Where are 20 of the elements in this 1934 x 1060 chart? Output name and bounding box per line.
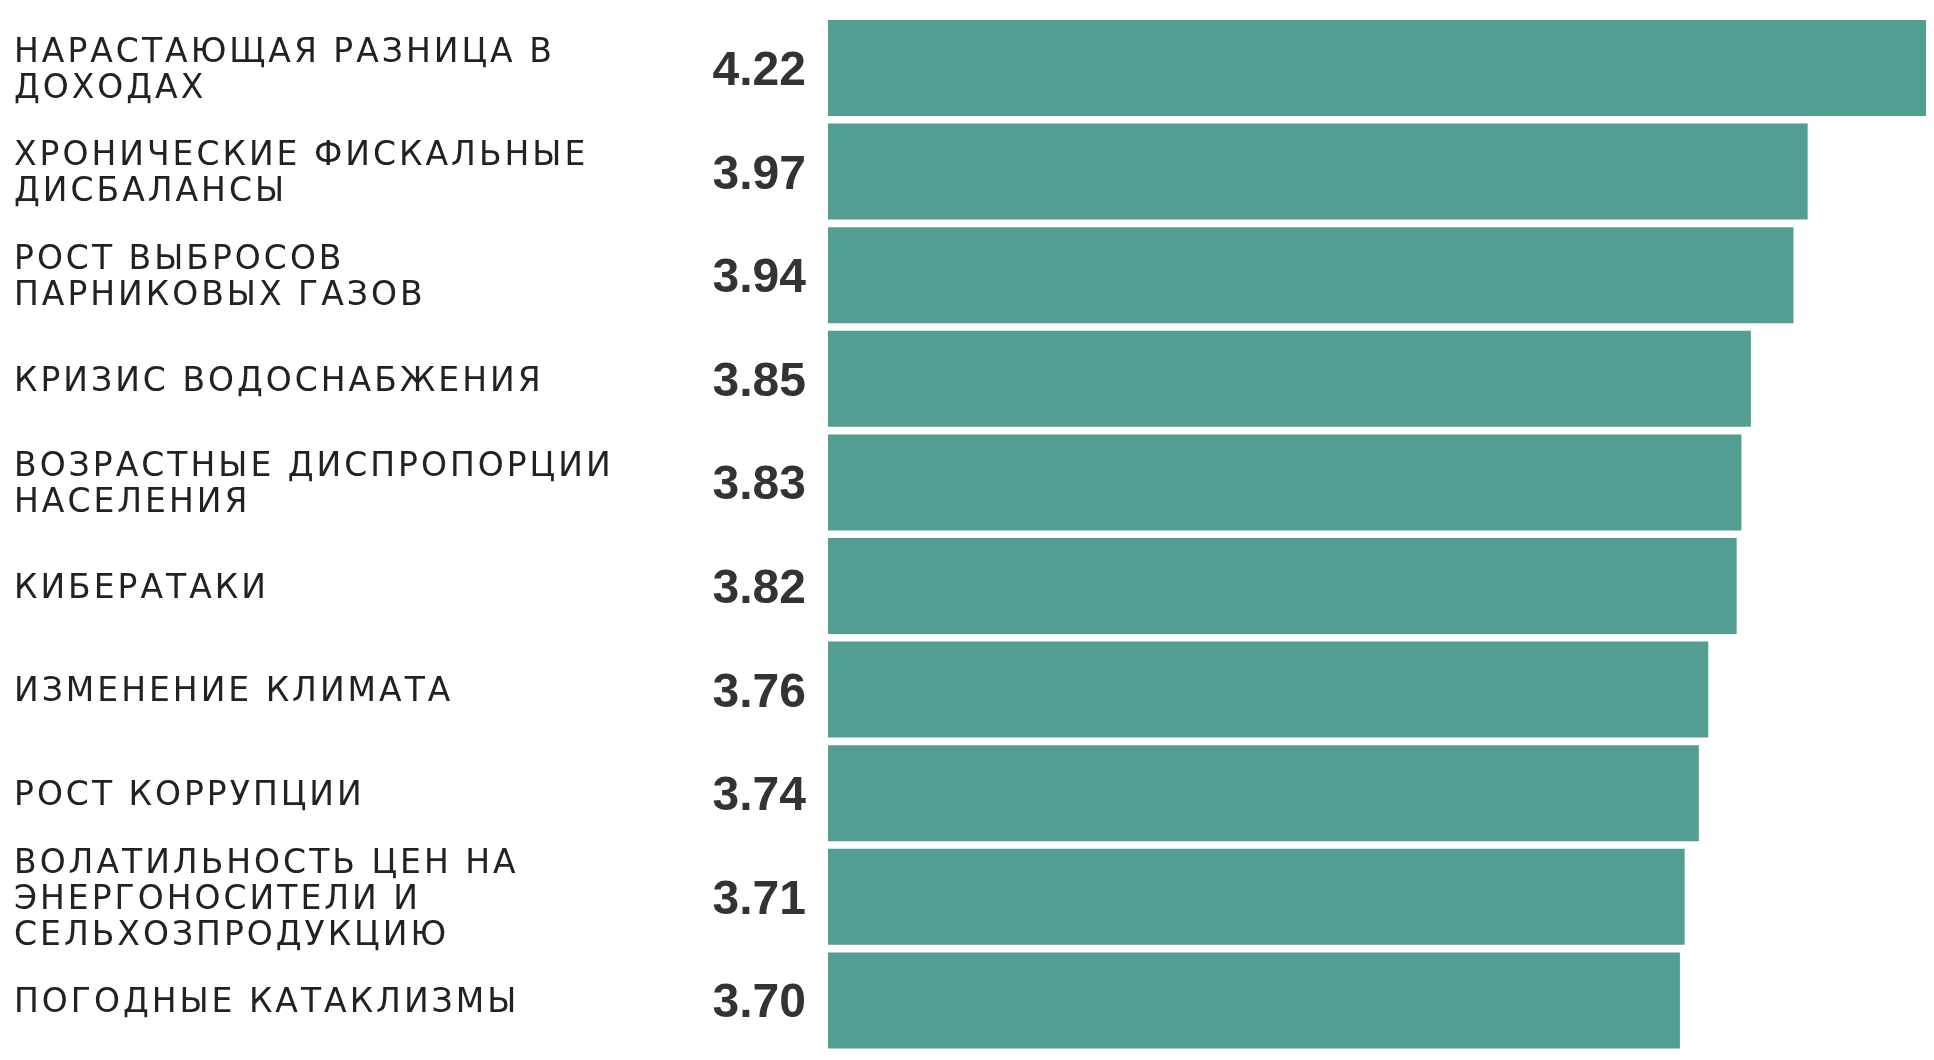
data-label: 3.85 bbox=[712, 352, 806, 406]
data-label: 3.82 bbox=[712, 560, 806, 614]
data-label: 3.70 bbox=[712, 974, 806, 1028]
data-label: 3.83 bbox=[712, 456, 806, 510]
y-tick-label: ПОГОДНЫЕ КАТАКЛИЗМЫ bbox=[14, 980, 520, 1020]
y-tick-label: ВОЛАТИЛЬНОСТЬ ЦЕН НА ЭНЕРГОНОСИТЕЛИ И СЕЛЬХОЗПРОДУКЦИЮ bbox=[14, 841, 519, 953]
y-tick-label: ВОЗРАСТНЫЕ ДИСПРОПОРЦИИ НАСЕЛЕНИЯ bbox=[14, 444, 614, 520]
data-label: 4.22 bbox=[712, 42, 806, 96]
data-label: 3.74 bbox=[712, 767, 807, 821]
data-label: 3.76 bbox=[712, 663, 806, 717]
y-tick-label: НАРАСТАЮЩАЯ РАЗНИЦА В ДОХОДАХ bbox=[14, 30, 555, 106]
y-tick-label: ХРОНИЧЕСКИЕ ФИСКАЛЬНЫЕ ДИСБАЛАНСЫ bbox=[14, 133, 589, 209]
data-label: 3.94 bbox=[712, 249, 807, 303]
y-tick-label: КИБЕРАТАКИ bbox=[14, 566, 269, 606]
data-label: 3.71 bbox=[712, 870, 806, 924]
y-tick-label: ИЗМЕНЕНИЕ КЛИМАТА bbox=[14, 669, 454, 709]
data-label: 3.97 bbox=[712, 145, 806, 199]
y-tick-label: КРИЗИС ВОДОСНАБЖЕНИЯ bbox=[14, 359, 544, 399]
y-tick-label: РОСТ КОРРУПЦИИ bbox=[14, 773, 365, 813]
y-tick-label: РОСТ ВЫБРОСОВ ПАРНИКОВЫХ ГАЗОВ bbox=[14, 237, 426, 313]
